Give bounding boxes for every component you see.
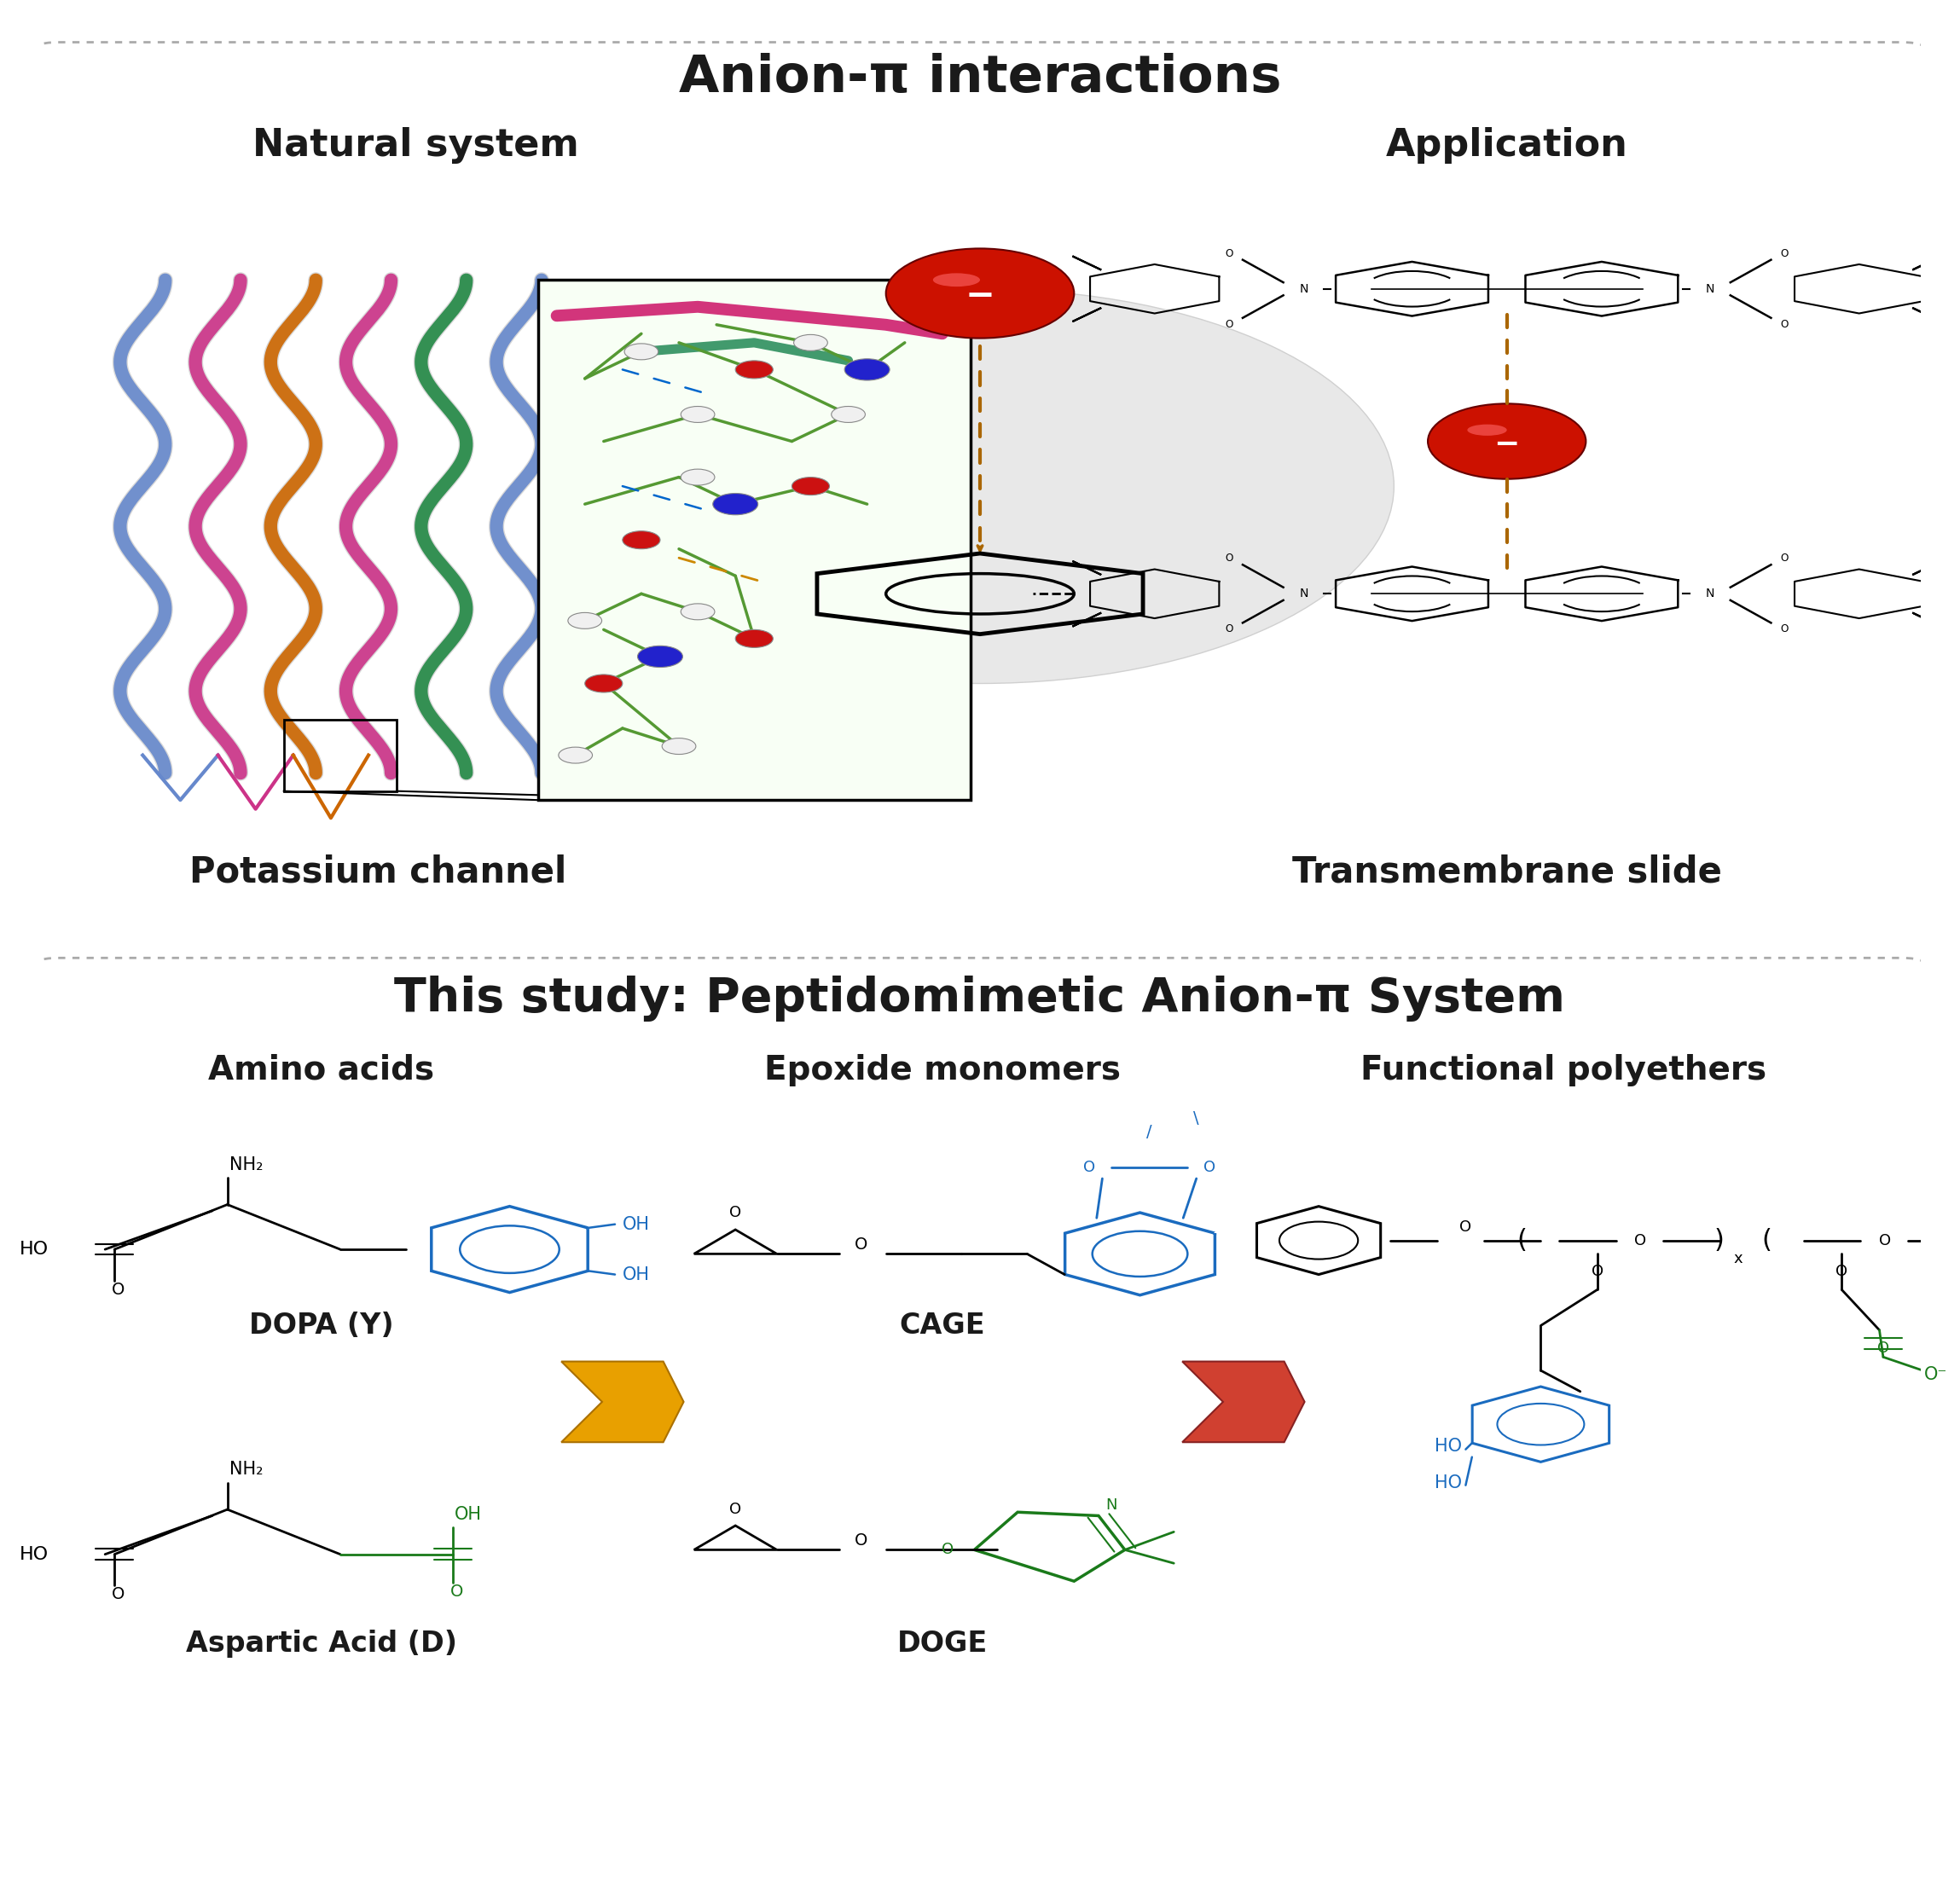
Text: O: O xyxy=(1635,1233,1646,1248)
Text: O⁻: O⁻ xyxy=(1925,1367,1948,1384)
Text: O: O xyxy=(1592,1265,1603,1280)
Circle shape xyxy=(1427,404,1586,480)
Ellipse shape xyxy=(1468,425,1507,436)
Text: O: O xyxy=(451,1584,463,1599)
Circle shape xyxy=(559,748,592,763)
Text: O: O xyxy=(729,1205,741,1222)
Text: Anion-π interactions: Anion-π interactions xyxy=(678,53,1282,104)
Circle shape xyxy=(794,334,827,351)
Text: Aspartic Acid (D): Aspartic Acid (D) xyxy=(186,1629,457,1658)
Circle shape xyxy=(637,646,682,666)
FancyBboxPatch shape xyxy=(29,957,1931,1854)
Circle shape xyxy=(680,468,715,485)
Circle shape xyxy=(735,631,772,648)
Polygon shape xyxy=(561,1361,684,1442)
Text: ): ) xyxy=(1715,1227,1725,1254)
Text: DOGE: DOGE xyxy=(898,1629,988,1658)
Circle shape xyxy=(566,289,1394,683)
Text: O: O xyxy=(112,1282,125,1297)
Text: \: \ xyxy=(1194,1110,1200,1127)
Text: HO: HO xyxy=(1435,1439,1462,1456)
Circle shape xyxy=(831,406,864,423)
Text: O: O xyxy=(855,1237,868,1254)
Text: Amino acids: Amino acids xyxy=(208,1054,435,1086)
Circle shape xyxy=(680,406,715,423)
Text: O: O xyxy=(1837,1265,1848,1280)
Text: O: O xyxy=(1084,1159,1096,1176)
Text: DOPA (Y): DOPA (Y) xyxy=(249,1312,394,1340)
Polygon shape xyxy=(1182,1361,1305,1442)
Text: N: N xyxy=(1705,587,1715,600)
Circle shape xyxy=(584,674,623,693)
Text: O: O xyxy=(1225,553,1233,565)
Text: N: N xyxy=(1299,283,1307,295)
Text: CAGE: CAGE xyxy=(900,1312,986,1340)
Text: HO: HO xyxy=(20,1240,49,1257)
Text: (: ( xyxy=(1762,1227,1772,1254)
Text: x: x xyxy=(1735,1250,1742,1267)
Text: HO: HO xyxy=(20,1546,49,1563)
Text: (: ( xyxy=(1517,1227,1527,1254)
Text: N: N xyxy=(1299,587,1307,600)
Text: O: O xyxy=(729,1501,741,1516)
Circle shape xyxy=(735,361,772,378)
Circle shape xyxy=(568,612,602,629)
Text: O: O xyxy=(855,1533,868,1548)
Circle shape xyxy=(623,531,661,549)
Circle shape xyxy=(792,478,829,495)
Circle shape xyxy=(625,344,659,361)
Text: NH₂: NH₂ xyxy=(229,1155,263,1172)
FancyBboxPatch shape xyxy=(29,42,1931,938)
Text: O: O xyxy=(1780,623,1789,634)
Circle shape xyxy=(662,738,696,755)
Text: −: − xyxy=(1494,429,1519,459)
Text: O: O xyxy=(1460,1220,1472,1235)
Text: /: / xyxy=(1147,1123,1152,1140)
FancyBboxPatch shape xyxy=(537,279,970,801)
Text: O: O xyxy=(1225,247,1233,259)
Text: −: − xyxy=(964,278,996,313)
Text: N: N xyxy=(1705,283,1715,295)
Ellipse shape xyxy=(933,274,980,287)
Text: O: O xyxy=(1878,1340,1889,1356)
Text: O: O xyxy=(112,1586,125,1603)
Text: This study: Peptidomimetic Anion-π System: This study: Peptidomimetic Anion-π Syste… xyxy=(394,976,1566,1021)
Text: NH₂: NH₂ xyxy=(229,1461,263,1478)
Text: HO: HO xyxy=(1435,1475,1462,1492)
Circle shape xyxy=(680,604,715,619)
Text: Functional polyethers: Functional polyethers xyxy=(1360,1054,1766,1086)
Text: O: O xyxy=(943,1542,955,1558)
Text: Transmembrane slide: Transmembrane slide xyxy=(1292,853,1721,889)
Text: OH: OH xyxy=(623,1216,651,1233)
Text: O: O xyxy=(1780,319,1789,330)
Text: O: O xyxy=(1203,1159,1215,1176)
Text: Potassium channel: Potassium channel xyxy=(190,853,566,889)
Text: OH: OH xyxy=(455,1507,482,1524)
Circle shape xyxy=(886,249,1074,338)
Circle shape xyxy=(713,493,759,515)
Text: O: O xyxy=(1225,623,1233,634)
Text: Natural system: Natural system xyxy=(253,126,578,164)
Text: Epoxide monomers: Epoxide monomers xyxy=(764,1054,1121,1086)
Text: O: O xyxy=(1780,553,1789,565)
Text: N: N xyxy=(1105,1497,1117,1512)
Circle shape xyxy=(845,359,890,379)
Text: O: O xyxy=(1225,319,1233,330)
Text: Application: Application xyxy=(1386,126,1629,164)
Text: O: O xyxy=(1780,247,1789,259)
Text: OH: OH xyxy=(623,1267,651,1284)
Text: O: O xyxy=(1880,1233,1891,1248)
